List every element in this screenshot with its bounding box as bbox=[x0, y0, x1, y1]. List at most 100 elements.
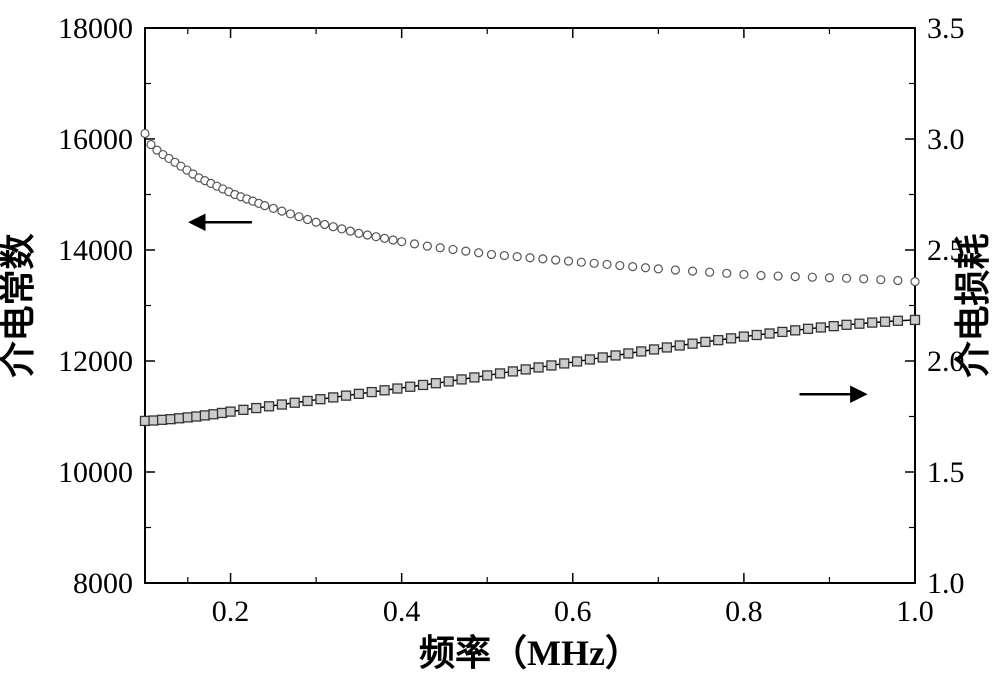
loss-marker bbox=[329, 393, 338, 402]
permittivity-marker bbox=[740, 270, 748, 278]
permittivity-marker bbox=[295, 213, 303, 221]
permittivity-marker bbox=[436, 244, 444, 252]
permittivity-marker bbox=[372, 233, 380, 241]
loss-marker bbox=[508, 367, 517, 376]
yleft-tick-label: 10000 bbox=[58, 456, 133, 489]
loss-marker bbox=[521, 365, 530, 374]
loss-marker bbox=[290, 398, 299, 407]
loss-marker bbox=[483, 371, 492, 380]
yleft-tick-label: 12000 bbox=[58, 345, 133, 378]
yright-tick-label: 1.0 bbox=[927, 567, 965, 600]
loss-marker bbox=[141, 416, 150, 425]
permittivity-marker bbox=[629, 263, 637, 271]
permittivity-marker bbox=[808, 273, 816, 281]
loss-marker bbox=[714, 336, 723, 345]
loss-marker bbox=[367, 388, 376, 397]
plot-frame bbox=[145, 28, 915, 583]
permittivity-marker bbox=[449, 245, 457, 253]
permittivity-marker bbox=[462, 247, 470, 255]
permittivity-marker bbox=[825, 274, 833, 282]
loss-marker bbox=[804, 324, 813, 333]
permittivity-marker bbox=[141, 129, 149, 137]
yleft-tick-label: 16000 bbox=[58, 123, 133, 156]
permittivity-marker bbox=[577, 258, 585, 266]
permittivity-marker bbox=[671, 266, 679, 274]
permittivity-marker bbox=[723, 269, 731, 277]
permittivity-marker bbox=[286, 210, 294, 218]
permittivity-marker bbox=[398, 238, 406, 246]
loss-marker bbox=[457, 375, 466, 384]
yright-tick-label: 3.0 bbox=[927, 123, 965, 156]
loss-marker bbox=[585, 355, 594, 364]
loss-marker bbox=[688, 339, 697, 348]
dual-axis-chart: 0.20.40.60.81.08000100001200014000160001… bbox=[0, 0, 1000, 699]
loss-marker bbox=[380, 386, 389, 395]
permittivity-marker bbox=[877, 276, 885, 284]
loss-marker bbox=[183, 413, 192, 422]
loss-marker bbox=[534, 363, 543, 372]
loss-marker bbox=[842, 320, 851, 329]
loss-marker bbox=[265, 402, 274, 411]
permittivity-marker bbox=[911, 278, 919, 286]
permittivity-marker bbox=[539, 255, 547, 263]
loss-marker bbox=[816, 323, 825, 332]
x-tick-label: 0.6 bbox=[554, 595, 592, 628]
permittivity-marker bbox=[603, 260, 611, 268]
x-tick-label: 0.2 bbox=[212, 595, 250, 628]
loss-marker bbox=[342, 391, 351, 400]
yleft-tick-label: 14000 bbox=[58, 234, 133, 267]
loss-marker bbox=[752, 331, 761, 340]
permittivity-marker bbox=[513, 253, 521, 261]
x-tick-label: 0.4 bbox=[383, 595, 421, 628]
permittivity-marker bbox=[843, 274, 851, 282]
yleft-tick-label: 18000 bbox=[58, 12, 133, 45]
loss-marker bbox=[354, 389, 363, 398]
permittivity-marker bbox=[381, 234, 389, 242]
loss-marker bbox=[778, 327, 787, 336]
loss-marker bbox=[727, 334, 736, 343]
permittivity-marker bbox=[475, 249, 483, 257]
loss-marker bbox=[226, 407, 235, 416]
loss-marker bbox=[316, 395, 325, 404]
yright-axis-label: 介电损耗 bbox=[953, 233, 993, 377]
loss-marker bbox=[765, 329, 774, 338]
permittivity-marker bbox=[312, 218, 320, 226]
loss-marker bbox=[393, 384, 402, 393]
loss-marker bbox=[598, 353, 607, 362]
permittivity-marker bbox=[278, 207, 286, 215]
permittivity-marker bbox=[423, 242, 431, 250]
permittivity-marker bbox=[321, 220, 329, 228]
permittivity-marker bbox=[363, 231, 371, 239]
permittivity-marker bbox=[269, 204, 277, 212]
permittivity-marker bbox=[860, 275, 868, 283]
permittivity-marker bbox=[355, 229, 363, 237]
permittivity-marker bbox=[552, 256, 560, 264]
permittivity-marker bbox=[774, 272, 782, 280]
loss-marker bbox=[829, 322, 838, 331]
loss-marker bbox=[149, 416, 158, 425]
loss-marker bbox=[303, 396, 312, 405]
loss-marker bbox=[444, 377, 453, 386]
loss-marker bbox=[739, 332, 748, 341]
yright-tick-label: 3.5 bbox=[927, 12, 965, 45]
loss-marker bbox=[158, 415, 167, 424]
permittivity-marker bbox=[346, 227, 354, 235]
loss-marker bbox=[419, 380, 428, 389]
loss-marker bbox=[470, 373, 479, 382]
loss-marker bbox=[192, 412, 201, 421]
permittivity-marker bbox=[261, 202, 269, 210]
permittivity-marker bbox=[565, 257, 573, 265]
loss-marker bbox=[881, 317, 890, 326]
loss-marker bbox=[675, 341, 684, 350]
yleft-axis-label: 介电常数 bbox=[0, 233, 38, 377]
x-tick-label: 0.8 bbox=[725, 595, 763, 628]
loss-marker bbox=[166, 415, 175, 424]
loss-marker bbox=[611, 351, 620, 360]
loss-marker bbox=[624, 349, 633, 358]
permittivity-marker bbox=[304, 215, 312, 223]
loss-marker bbox=[791, 326, 800, 335]
permittivity-marker bbox=[389, 236, 397, 244]
chart-svg: 0.20.40.60.81.08000100001200014000160001… bbox=[0, 0, 1000, 699]
permittivity-marker bbox=[411, 240, 419, 248]
permittivity-marker bbox=[706, 268, 714, 276]
